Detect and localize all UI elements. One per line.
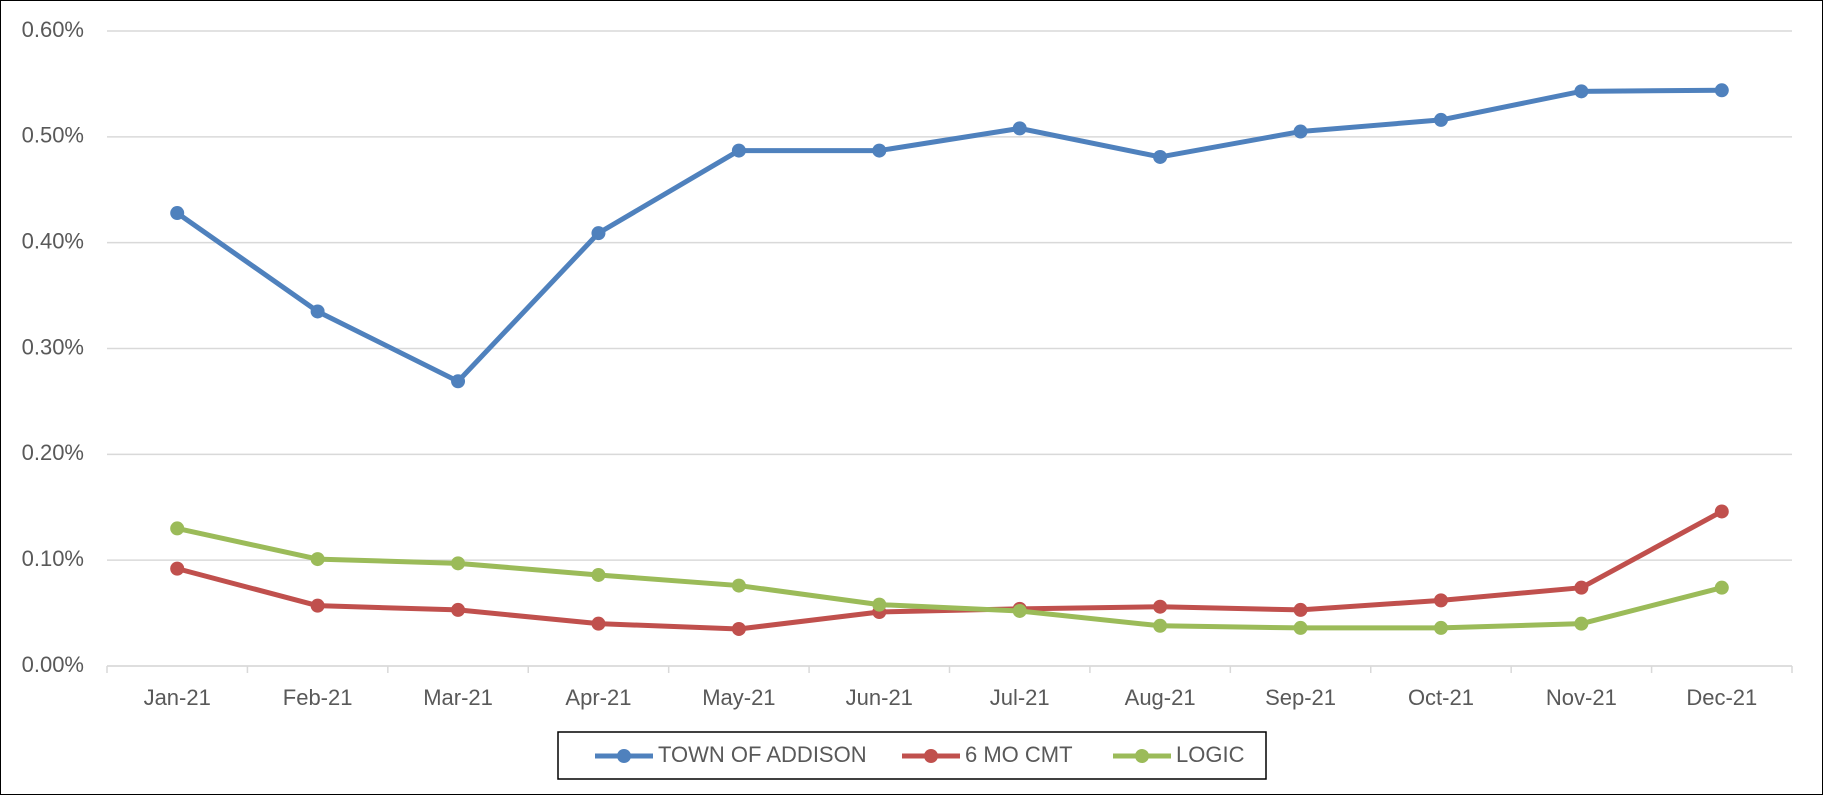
data-point (1574, 84, 1589, 99)
data-point (1714, 504, 1729, 519)
x-tick-label: Nov-21 (1546, 685, 1617, 710)
y-tick-label: 0.60% (22, 17, 84, 42)
legend-marker (924, 749, 938, 763)
series-line (176, 509, 1723, 632)
data-point (1153, 599, 1168, 614)
data-point (1012, 603, 1027, 618)
data-point (451, 374, 466, 389)
series-line (176, 525, 1723, 631)
data-point (591, 226, 606, 241)
data-point (1153, 618, 1168, 633)
data-point (1433, 593, 1448, 608)
x-tick-label: Apr-21 (565, 685, 631, 710)
data-point (310, 552, 325, 567)
data-point (1153, 149, 1168, 164)
x-tick-label: May-21 (702, 685, 775, 710)
data-point (731, 578, 746, 593)
data-point (451, 602, 466, 617)
x-tick-label: Feb-21 (283, 685, 353, 710)
legend-label: 6 MO CMT (965, 742, 1073, 767)
data-point (1574, 616, 1589, 631)
data-point (872, 143, 887, 158)
series-line (175, 87, 1722, 384)
data-point (1293, 602, 1308, 617)
data-point (170, 561, 185, 576)
y-tick-label: 0.00% (22, 652, 84, 677)
y-tick-label: 0.30% (22, 334, 84, 359)
y-tick-label: 0.20% (22, 440, 84, 465)
data-point (1293, 620, 1308, 635)
x-tick-label: Dec-21 (1686, 685, 1757, 710)
data-point (1574, 580, 1589, 595)
data-point (1293, 124, 1308, 139)
data-point (451, 556, 466, 571)
x-tick-label: Aug-21 (1125, 685, 1196, 710)
data-point (310, 598, 325, 613)
y-tick-label: 0.50% (22, 123, 84, 148)
data-point (591, 567, 606, 582)
legend-label: TOWN OF ADDISON (658, 742, 867, 767)
data-point (1012, 121, 1027, 136)
y-tick-label: 0.40% (22, 228, 84, 253)
data-point (1433, 112, 1448, 127)
y-tick-label: 0.10% (22, 546, 84, 571)
x-tick-label: Sep-21 (1265, 685, 1336, 710)
data-point (1433, 620, 1448, 635)
data-point (591, 616, 606, 631)
data-point (731, 621, 746, 636)
data-point (1714, 580, 1729, 595)
data-point (310, 304, 325, 319)
data-point (170, 206, 185, 221)
data-point (872, 597, 887, 612)
x-tick-label: Oct-21 (1408, 685, 1474, 710)
legend-marker (617, 749, 631, 763)
legend-marker (1135, 749, 1149, 763)
data-point (731, 143, 746, 158)
data-point (1714, 83, 1729, 98)
x-tick-label: Jun-21 (846, 685, 913, 710)
x-tick-label: Jan-21 (144, 685, 211, 710)
x-tick-label: Jul-21 (990, 685, 1050, 710)
data-point (170, 521, 185, 536)
x-tick-label: Mar-21 (423, 685, 493, 710)
legend-label: LOGIC (1176, 742, 1245, 767)
